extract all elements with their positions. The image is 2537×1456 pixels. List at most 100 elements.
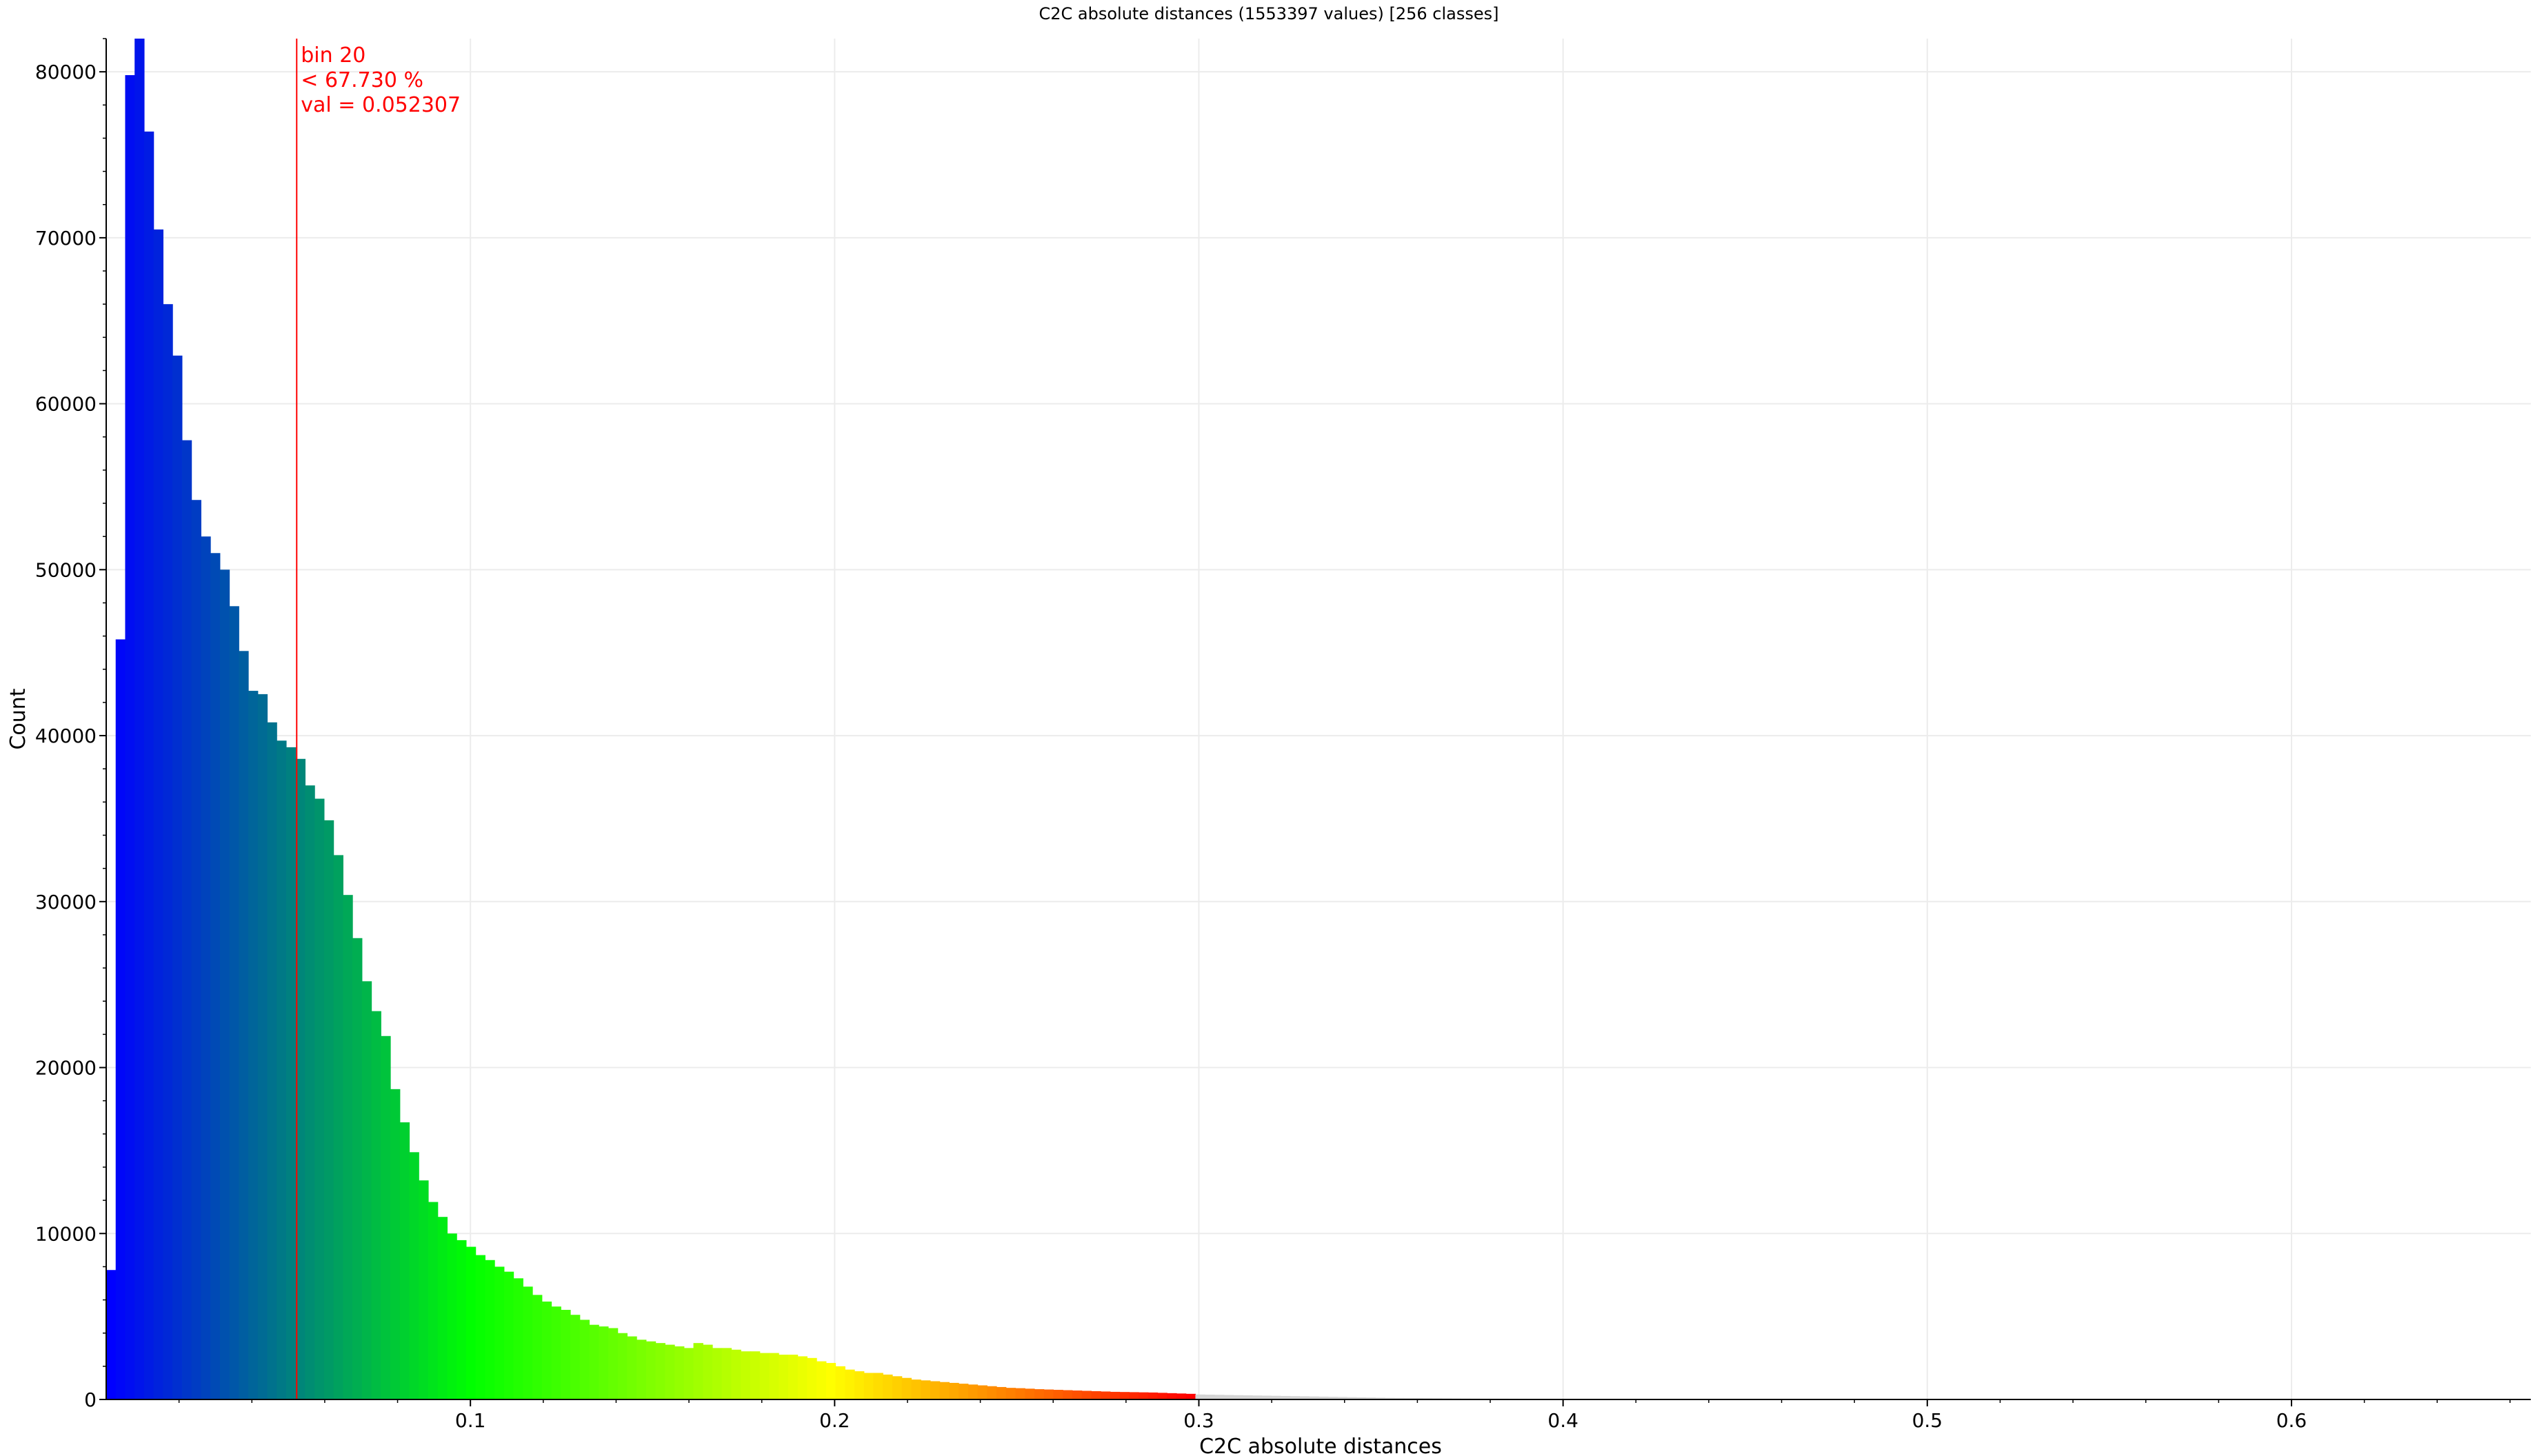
histogram-bar (883, 1374, 893, 1399)
x-tick-label: 0.6 (2276, 1409, 2307, 1432)
histogram-bar (219, 569, 230, 1399)
histogram-bar (911, 1379, 921, 1399)
histogram-bar (721, 1348, 732, 1399)
histogram-bar (125, 74, 135, 1400)
histogram-bar (873, 1373, 883, 1399)
y-tick-label: 80000 (35, 61, 97, 83)
y-tick-label: 0 (84, 1388, 97, 1411)
histogram-bar (779, 1355, 789, 1399)
histogram-bar (143, 131, 154, 1399)
histogram-bar (807, 1357, 817, 1399)
histogram-bar (1025, 1388, 1035, 1399)
histogram-bar (788, 1355, 799, 1399)
histogram-bar (1005, 1388, 1016, 1399)
histogram-bar (257, 694, 268, 1399)
histogram-bar (1385, 1397, 1395, 1399)
histogram-bar (1299, 1396, 1310, 1399)
histogram-bar (1157, 1393, 1167, 1399)
y-tick-label: 40000 (35, 725, 97, 747)
histogram-bar (1129, 1392, 1139, 1399)
histogram-bar (1185, 1393, 1196, 1399)
histogram-bar (1318, 1396, 1329, 1399)
histogram-bar (1167, 1393, 1177, 1399)
histogram-bar (285, 747, 297, 1399)
y-axis-label: Count (6, 688, 30, 749)
histogram-bar (409, 1152, 419, 1399)
histogram-bar (570, 1315, 581, 1399)
histogram-bar (1043, 1389, 1054, 1399)
histogram-bar (1271, 1395, 1281, 1399)
histogram-bar (589, 1324, 599, 1399)
histogram-bar (503, 1271, 514, 1399)
histogram-bar (475, 1255, 485, 1399)
histogram-bar (854, 1371, 865, 1399)
histogram-bar (390, 1089, 401, 1399)
histogram-bar (683, 1348, 694, 1399)
histogram-bar (1290, 1396, 1301, 1399)
histogram-bar (1223, 1395, 1234, 1399)
x-tick-label: 0.1 (455, 1409, 486, 1432)
grid-lines (106, 39, 2531, 1399)
histogram-bar (769, 1353, 779, 1399)
histogram-bar (863, 1373, 874, 1399)
histogram-bar (1261, 1395, 1272, 1399)
histogram-bar (617, 1333, 628, 1399)
y-tick-label: 10000 (35, 1222, 97, 1245)
y-tick-label: 70000 (35, 227, 97, 250)
histogram-bar (1337, 1397, 1347, 1399)
histogram-bar (627, 1336, 637, 1399)
histogram-bar (939, 1382, 950, 1399)
x-tick-label: 0.5 (1912, 1409, 1943, 1432)
histogram-bar (599, 1326, 609, 1399)
histogram-bar (295, 758, 306, 1399)
histogram-bar (323, 820, 334, 1399)
histogram-bar (1356, 1397, 1367, 1399)
histogram-bar (845, 1369, 855, 1399)
histogram-bar (1110, 1391, 1121, 1399)
histogram-bar (1347, 1397, 1357, 1399)
histogram-bar (987, 1386, 997, 1399)
y-tick-label: 30000 (35, 891, 97, 913)
histogram-bar (1063, 1390, 1073, 1399)
histogram-bar (361, 981, 372, 1399)
histogram-bar (305, 785, 315, 1399)
histogram-bar (457, 1240, 467, 1399)
histogram-bar (712, 1348, 723, 1399)
histogram-bar (930, 1381, 941, 1399)
histogram-bar (665, 1344, 675, 1399)
histogram-bar (655, 1343, 665, 1399)
histogram-bar (1119, 1392, 1130, 1399)
histogram-bar (759, 1353, 770, 1399)
histogram-bar (172, 355, 183, 1399)
histogram-bar (541, 1301, 552, 1399)
histogram-bar (645, 1341, 656, 1399)
histogram-bar (485, 1260, 495, 1399)
histogram-bar (239, 651, 249, 1399)
histogram-bar (1252, 1395, 1263, 1399)
histogram-bar (381, 1035, 391, 1399)
histogram-bar (1375, 1397, 1385, 1399)
histogram-bar (1139, 1392, 1149, 1399)
histogram-bar (465, 1246, 477, 1399)
histogram-bar (1195, 1394, 1205, 1399)
histogram-bars (106, 39, 2537, 1400)
histogram-bar (731, 1349, 741, 1399)
histogram-bar (1081, 1391, 1092, 1399)
histogram-bar (428, 1202, 439, 1399)
histogram-bar (703, 1344, 713, 1399)
histogram-bar (201, 536, 211, 1400)
histogram-bar (532, 1295, 543, 1399)
marker-label-bin: bin 20 (301, 43, 365, 68)
histogram-bar (277, 740, 287, 1399)
histogram-bar (229, 606, 239, 1399)
marker-label-percent: < 67.730 % (301, 68, 423, 92)
histogram-bar (1309, 1396, 1319, 1399)
histogram-bar (1053, 1390, 1063, 1399)
y-tick-label: 50000 (35, 558, 97, 581)
histogram-bar (608, 1328, 619, 1399)
histogram-bar (523, 1286, 533, 1399)
histogram-bar (248, 691, 259, 1399)
histogram-bar (447, 1233, 457, 1399)
histogram-bar (191, 500, 201, 1399)
